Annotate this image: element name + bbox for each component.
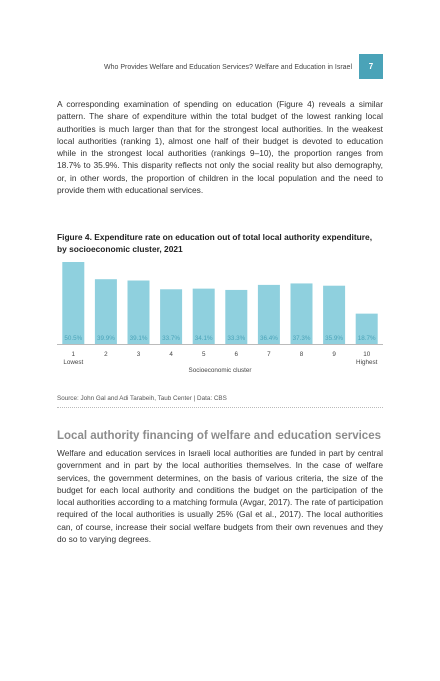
- chart-tick-label: 7: [267, 351, 271, 358]
- chart-data-label: 35.9%: [325, 335, 343, 342]
- chart-tick-label: 6: [235, 351, 239, 358]
- body-paragraph: A corresponding examination of spending …: [57, 99, 383, 196]
- chart-tick-label: 1: [72, 351, 76, 358]
- chart-bar: [192, 288, 215, 344]
- chart-bar: [225, 289, 248, 344]
- section-paragraph: Welfare and education services in Israel…: [57, 448, 383, 545]
- divider: [57, 407, 383, 408]
- chart-tick-label: 4: [169, 351, 173, 358]
- chart-bar: [62, 262, 85, 344]
- chart-bar: [290, 283, 313, 344]
- chart-tick-label: 5: [202, 351, 206, 358]
- chart-bar: [323, 285, 346, 344]
- chart-tick-sublabel: Lowest: [63, 359, 83, 366]
- chart-data-label: 39.1%: [130, 335, 148, 342]
- chart-tick-label: 2: [104, 351, 108, 358]
- chart-bar: [127, 280, 150, 344]
- page-number: 7: [359, 54, 383, 79]
- chart-tick-label: 10: [363, 351, 371, 358]
- chart-data-label: 33.3%: [227, 335, 245, 342]
- chart-data-label: 39.9%: [97, 335, 115, 342]
- chart-bar: [355, 313, 378, 344]
- section-heading: Local authority financing of welfare and…: [57, 430, 381, 442]
- figure-title: Figure 4. Expenditure rate on education …: [57, 232, 373, 254]
- chart-data-label: 37.3%: [293, 335, 311, 342]
- figure-source: Source: John Gal and Adi Tarabeih, Taub …: [57, 395, 227, 402]
- chart-data-label: 18.7%: [358, 335, 376, 342]
- chart-tick-sublabel: Highest: [356, 359, 378, 366]
- chart-bar: [94, 279, 117, 344]
- running-header: Who Provides Welfare and Education Servi…: [104, 64, 352, 71]
- chart-data-label: 50.5%: [64, 335, 82, 342]
- chart-bar: [257, 284, 280, 344]
- chart-data-label: 34.1%: [195, 335, 213, 342]
- chart-data-label: 36.4%: [260, 335, 278, 342]
- chart-bar: [160, 289, 183, 344]
- chart-tick-label: 9: [332, 351, 336, 358]
- chart-tick-label: 8: [300, 351, 304, 358]
- bar-chart: 50.5% 1 Lowest 39.9% 2 39.1% 3 33.7% 4 34.1% 5 33.3…: [57, 258, 383, 378]
- chart-data-label: 33.7%: [162, 335, 180, 342]
- chart-tick-label: 3: [137, 351, 141, 358]
- chart-x-axis-label: Socioeconomic cluster: [189, 367, 252, 374]
